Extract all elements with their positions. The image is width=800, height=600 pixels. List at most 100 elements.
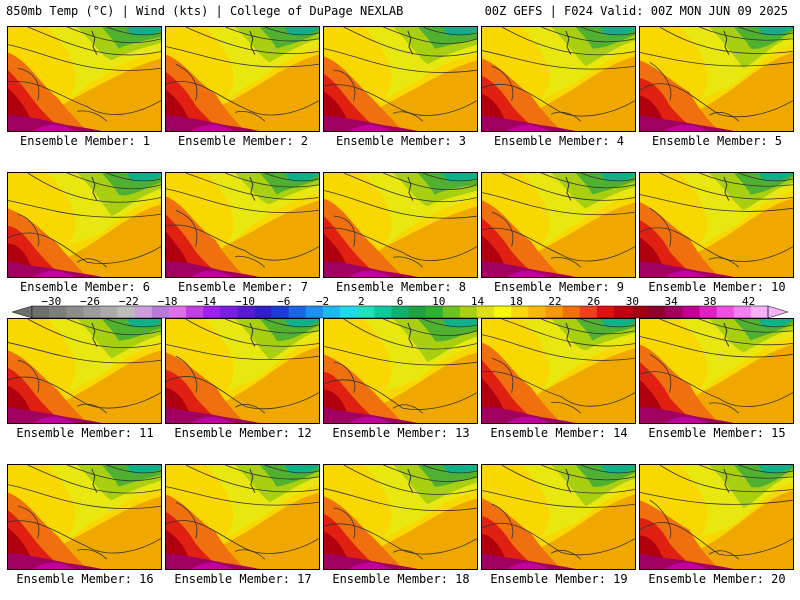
colorbar-tick-label: 42 <box>742 295 756 308</box>
colorbar-swatch <box>408 306 426 318</box>
temperature-map-3 <box>324 27 477 131</box>
colorbar-swatch <box>750 306 769 318</box>
colorbar-swatch <box>477 306 495 318</box>
temperature-map-11 <box>8 319 161 423</box>
colorbar-tick-label: 18 <box>509 295 523 308</box>
colorbar-tick-label: −30 <box>41 295 62 308</box>
temperature-map-9 <box>482 173 635 277</box>
colorbar-swatch <box>83 306 101 318</box>
colorbar-tick-label: 10 <box>432 295 446 308</box>
colorbar-tick-label: −26 <box>80 295 101 308</box>
colorbar-swatch <box>32 306 50 318</box>
temperature-map-19 <box>482 465 635 569</box>
ensemble-panel-15 <box>639 318 794 424</box>
colorbar-swatch <box>528 306 546 318</box>
ensemble-panel-11 <box>7 318 162 424</box>
ensemble-panel-19 <box>481 464 636 570</box>
ensemble-panel-9 <box>481 172 636 278</box>
colorbar-swatch <box>271 306 290 318</box>
colorbar-swatch <box>117 306 135 318</box>
colorbar-tick-label: 6 <box>396 295 404 308</box>
colorbar-tick-label: −22 <box>118 295 139 308</box>
ensemble-panel-18 <box>323 464 478 570</box>
colorbar-tick-label: 26 <box>587 295 601 308</box>
colorbar-swatch <box>665 306 683 318</box>
temperature-map-20 <box>640 465 793 569</box>
colorbar-swatch <box>545 306 563 318</box>
ensemble-member-label: Ensemble Member: 17 <box>174 572 312 586</box>
ensemble-panel-10 <box>639 172 794 278</box>
ensemble-member-label: Ensemble Member: 20 <box>648 572 786 586</box>
colorbar-swatch <box>340 306 358 318</box>
colorbar-tick-label: −14 <box>196 295 217 308</box>
colorbar-swatch <box>613 306 632 318</box>
ensemble-panel-2 <box>165 26 320 132</box>
ensemble-member-label: Ensemble Member: 19 <box>490 572 628 586</box>
ensemble-member-label: Ensemble Member: 13 <box>332 426 470 440</box>
colorbar-swatch <box>631 306 649 318</box>
colorbar-swatch <box>151 306 170 318</box>
ensemble-panel-13 <box>323 318 478 424</box>
ensemble-member-label: Ensemble Member: 4 <box>493 134 625 148</box>
temperature-map-10 <box>640 173 793 277</box>
temperature-map-5 <box>640 27 793 131</box>
ensemble-member-label: Ensemble Member: 8 <box>335 280 467 294</box>
ensemble-member-label: Ensemble Member: 7 <box>177 280 309 294</box>
map-title: 850mb Temp (°C) | Wind (kts) | College o… <box>6 4 404 18</box>
ensemble-panel-16 <box>7 464 162 570</box>
ensemble-member-label: Ensemble Member: 15 <box>648 426 786 440</box>
colorbar-tick-label: −6 <box>277 295 291 308</box>
colorbar-swatch <box>134 306 153 318</box>
temperature-map-17 <box>166 465 319 569</box>
temperature-map-13 <box>324 319 477 423</box>
ensemble-member-label: Ensemble Member: 11 <box>16 426 154 440</box>
ensemble-panel-12 <box>165 318 320 424</box>
temperature-map-15 <box>640 319 793 423</box>
ensemble-member-label: Ensemble Member: 10 <box>648 280 786 294</box>
colorbar-swatch <box>425 306 444 318</box>
colorbar-swatch <box>494 306 512 318</box>
temperature-map-8 <box>324 173 477 277</box>
colorbar-swatch <box>596 306 615 318</box>
colorbar-swatch <box>459 306 478 318</box>
colorbar-swatch <box>391 306 409 318</box>
colorbar-swatch <box>357 306 375 318</box>
colorbar-swatch <box>237 306 255 318</box>
ensemble-panel-7 <box>165 172 320 278</box>
colorbar-swatch <box>511 306 529 318</box>
temperature-map-2 <box>166 27 319 131</box>
temperature-colorbar <box>12 305 788 319</box>
colorbar-swatch <box>220 306 238 318</box>
colorbar-swatch <box>579 306 598 318</box>
colorbar-swatch <box>186 306 204 318</box>
ensemble-panel-20 <box>639 464 794 570</box>
colorbar-tick-label: −10 <box>235 295 255 308</box>
colorbar-tick-label: 22 <box>548 295 562 308</box>
colorbar-swatch <box>254 306 272 318</box>
temperature-map-12 <box>166 319 319 423</box>
colorbar-swatch <box>442 306 461 318</box>
model-valid-time: 00Z GEFS | F024 Valid: 00Z MON JUN 09 20… <box>484 4 788 18</box>
ensemble-member-label: Ensemble Member: 14 <box>490 426 628 440</box>
colorbar-swatch <box>66 306 84 318</box>
temperature-map-7 <box>166 173 319 277</box>
ensemble-member-label: Ensemble Member: 3 <box>335 134 467 148</box>
temperature-map-4 <box>482 27 635 131</box>
ensemble-member-label: Ensemble Member: 5 <box>651 134 783 148</box>
temperature-map-16 <box>8 465 161 569</box>
ensemble-panel-17 <box>165 464 320 570</box>
colorbar-tick-label: 38 <box>703 295 717 308</box>
ensemble-member-label: Ensemble Member: 18 <box>332 572 470 586</box>
colorbar-swatch <box>288 306 307 318</box>
temperature-map-14 <box>482 319 635 423</box>
colorbar-tick-label: 34 <box>664 295 678 308</box>
colorbar-tick-label: −18 <box>157 295 178 308</box>
colorbar-swatch <box>203 306 221 318</box>
ensemble-member-label: Ensemble Member: 6 <box>19 280 151 294</box>
colorbar-swatch <box>100 306 118 318</box>
temperature-map-1 <box>8 27 161 131</box>
ensemble-member-label: Ensemble Member: 12 <box>174 426 312 440</box>
colorbar-high-arrow <box>767 305 788 319</box>
colorbar-swatch <box>682 306 700 318</box>
colorbar-swatch <box>648 306 666 318</box>
